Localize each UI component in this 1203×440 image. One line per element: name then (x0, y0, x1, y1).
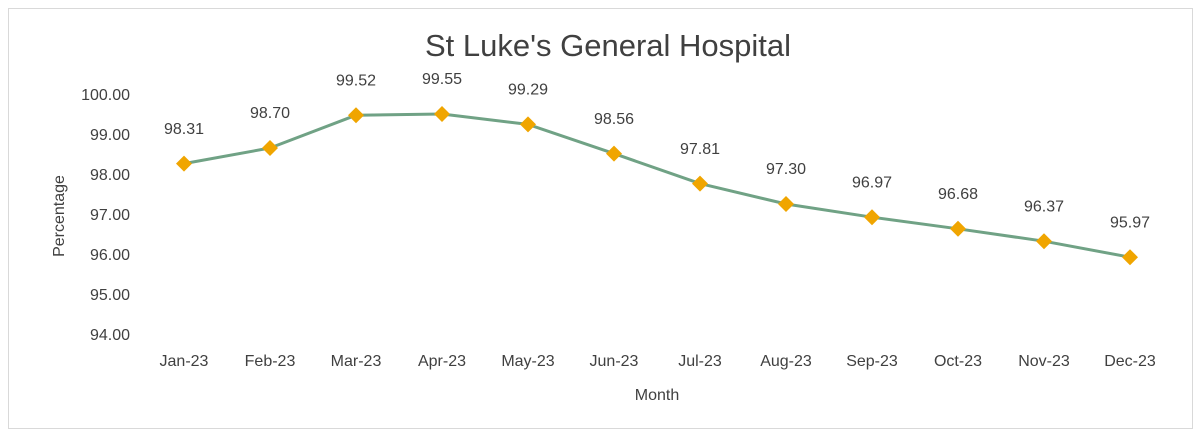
marker (950, 220, 966, 237)
y-tick-label: 96.00 (90, 247, 130, 264)
y-tick-label: 94.00 (90, 327, 130, 344)
chart-title: St Luke's General Hospital (425, 28, 791, 63)
y-tick-label: 100.00 (81, 87, 130, 104)
data-label: 97.30 (766, 161, 806, 178)
x-tick-label: Sep-23 (846, 353, 898, 370)
y-axis-label: Percentage (51, 175, 68, 257)
data-label: 96.68 (938, 186, 978, 203)
data-label: 95.97 (1110, 214, 1150, 231)
x-tick-label: Feb-23 (245, 353, 296, 370)
marker (1036, 233, 1052, 250)
chart-border (8, 8, 1193, 429)
x-tick-label: Dec-23 (1104, 353, 1156, 370)
x-tick-label: Jan-23 (160, 353, 209, 370)
marker (348, 107, 364, 124)
x-tick-label: Oct-23 (934, 353, 982, 370)
data-label: 98.56 (594, 111, 634, 128)
marker (520, 116, 536, 133)
marker (434, 106, 450, 122)
x-tick-label: Mar-23 (331, 353, 382, 370)
marker (864, 209, 880, 226)
marker (1122, 249, 1138, 266)
data-label: 99.29 (508, 82, 548, 99)
x-tick-label: May-23 (501, 353, 554, 370)
x-tick-label: Nov-23 (1018, 353, 1070, 370)
x-tick-label: Jun-23 (590, 353, 639, 370)
marker (606, 145, 622, 162)
data-label: 99.55 (422, 71, 462, 88)
marker (176, 155, 192, 172)
x-tick-label: Aug-23 (760, 353, 812, 370)
marker (262, 140, 278, 156)
x-axis-label: Month (635, 387, 679, 404)
y-tick-label: 99.00 (90, 127, 130, 144)
y-tick-label: 98.00 (90, 167, 130, 184)
data-label: 96.97 (852, 174, 892, 191)
y-tick-label: 95.00 (90, 287, 130, 304)
y-tick-label: 97.00 (90, 207, 130, 224)
x-tick-label: Apr-23 (418, 353, 466, 370)
marker (778, 196, 794, 212)
data-label: 98.70 (250, 105, 290, 122)
marker (692, 175, 708, 192)
x-tick-label: Jul-23 (678, 353, 722, 370)
data-label: 98.31 (164, 121, 204, 138)
data-label: 99.52 (336, 72, 376, 89)
data-label: 97.81 (680, 141, 720, 158)
data-label: 96.37 (1024, 198, 1064, 215)
series-line (183, 112, 1131, 259)
